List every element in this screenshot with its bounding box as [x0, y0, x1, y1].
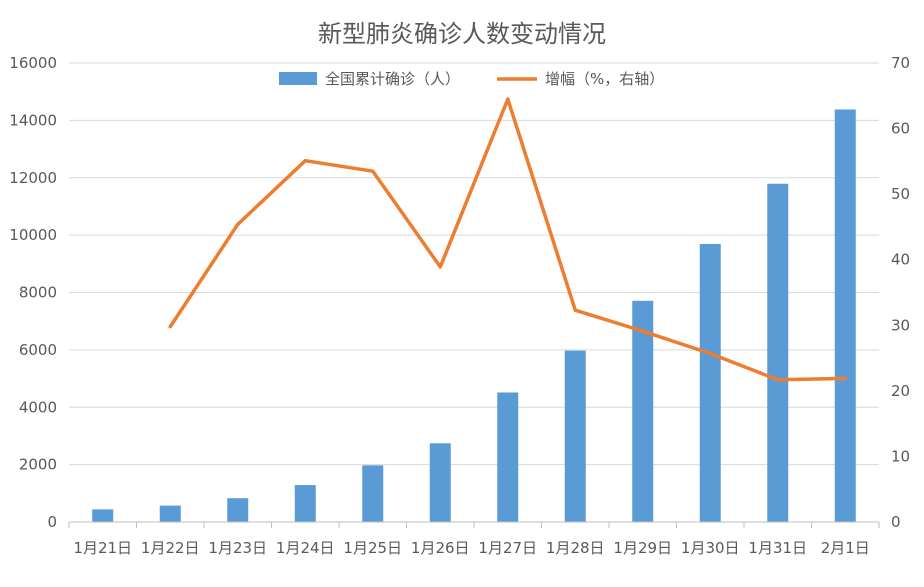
growth-point-11	[843, 376, 847, 380]
left-tick-label-2: 4000	[19, 398, 57, 416]
bar-10	[767, 183, 789, 523]
growth-point-7	[573, 308, 577, 312]
axes	[68, 521, 880, 528]
x-tick-label-2: 1月23日	[208, 539, 267, 557]
growth-point-5	[438, 265, 442, 269]
growth-point-8	[641, 329, 645, 333]
bar-3	[294, 485, 316, 522]
left-tick-label-1: 2000	[19, 456, 57, 474]
legend-bar-swatch	[279, 72, 317, 85]
right-tick-label-2: 20	[891, 382, 910, 400]
x-tick-label-8: 1月29日	[613, 539, 672, 557]
left-tick-label-0: 0	[47, 513, 57, 531]
left-tick-label-8: 16000	[9, 54, 57, 72]
x-tick-label-3: 1月24日	[276, 539, 335, 557]
x-axis-tick-labels: 1月21日 1月22日 1月23日 1月24日 1月25日 1月26日 1月27日 1月28日…	[73, 539, 869, 557]
right-tick-label-5: 50	[891, 185, 910, 203]
legend-bar-label: 全国累计确诊（人）	[325, 70, 460, 88]
right-tick-label-4: 40	[891, 251, 910, 269]
bar-4	[362, 465, 384, 522]
growth-point-9	[708, 351, 712, 356]
right-tick-label-7: 70	[891, 54, 910, 72]
bar-8	[632, 300, 654, 522]
x-tick-label-0: 1月21日	[73, 539, 132, 557]
left-tick-label-6: 12000	[9, 169, 57, 187]
growth-point-3	[303, 159, 307, 163]
bar-9	[699, 243, 721, 522]
growth-line	[168, 97, 848, 382]
left-tick-label-7: 14000	[9, 111, 57, 129]
bar-11	[834, 109, 856, 522]
x-tick-label-5: 1月26日	[411, 539, 470, 557]
right-tick-label-1: 10	[891, 447, 910, 465]
x-tick-label-11: 2月1日	[821, 539, 870, 557]
gridlines	[69, 62, 879, 466]
x-tick-label-7: 1月28日	[546, 539, 605, 557]
x-tick-label-4: 1月25日	[343, 539, 402, 557]
left-tick-label-3: 6000	[19, 341, 57, 359]
right-tick-label-0: 0	[891, 513, 901, 531]
line-series	[168, 97, 848, 382]
legend: 全国累计确诊（人） 增幅（%，右轴）	[279, 70, 664, 88]
right-axis-tick-labels: 0 10 20 30 40 50 60 70	[891, 54, 910, 531]
bar-5	[429, 443, 451, 522]
legend-line-label: 增幅（%，右轴）	[545, 70, 664, 88]
bar-2	[227, 498, 249, 522]
x-tick-label-1: 1月22日	[141, 539, 200, 557]
growth-point-2	[236, 222, 240, 226]
growth-point-6	[506, 97, 510, 101]
x-tick-label-6: 1月27日	[478, 539, 537, 557]
left-tick-label-4: 8000	[19, 284, 57, 302]
right-tick-label-6: 60	[891, 120, 910, 138]
right-tick-label-3: 30	[891, 316, 910, 334]
chart-title: 新型肺炎确诊人数变动情况	[318, 20, 606, 48]
left-tick-label-5: 10000	[9, 226, 57, 244]
bar-7	[564, 350, 586, 522]
x-tick-label-10: 1月31日	[748, 539, 807, 557]
bar-series	[92, 109, 856, 523]
growth-point-4	[371, 169, 375, 173]
growth-point-1	[168, 324, 172, 329]
bar-6	[497, 392, 519, 522]
bar-1	[159, 505, 181, 522]
x-tick-label-9: 1月30日	[681, 539, 740, 557]
left-axis-tick-labels: 0 2000 4000 6000 8000 10000 12000 14000 16000	[9, 54, 57, 531]
bar-0	[92, 509, 114, 522]
growth-point-10	[776, 378, 780, 382]
